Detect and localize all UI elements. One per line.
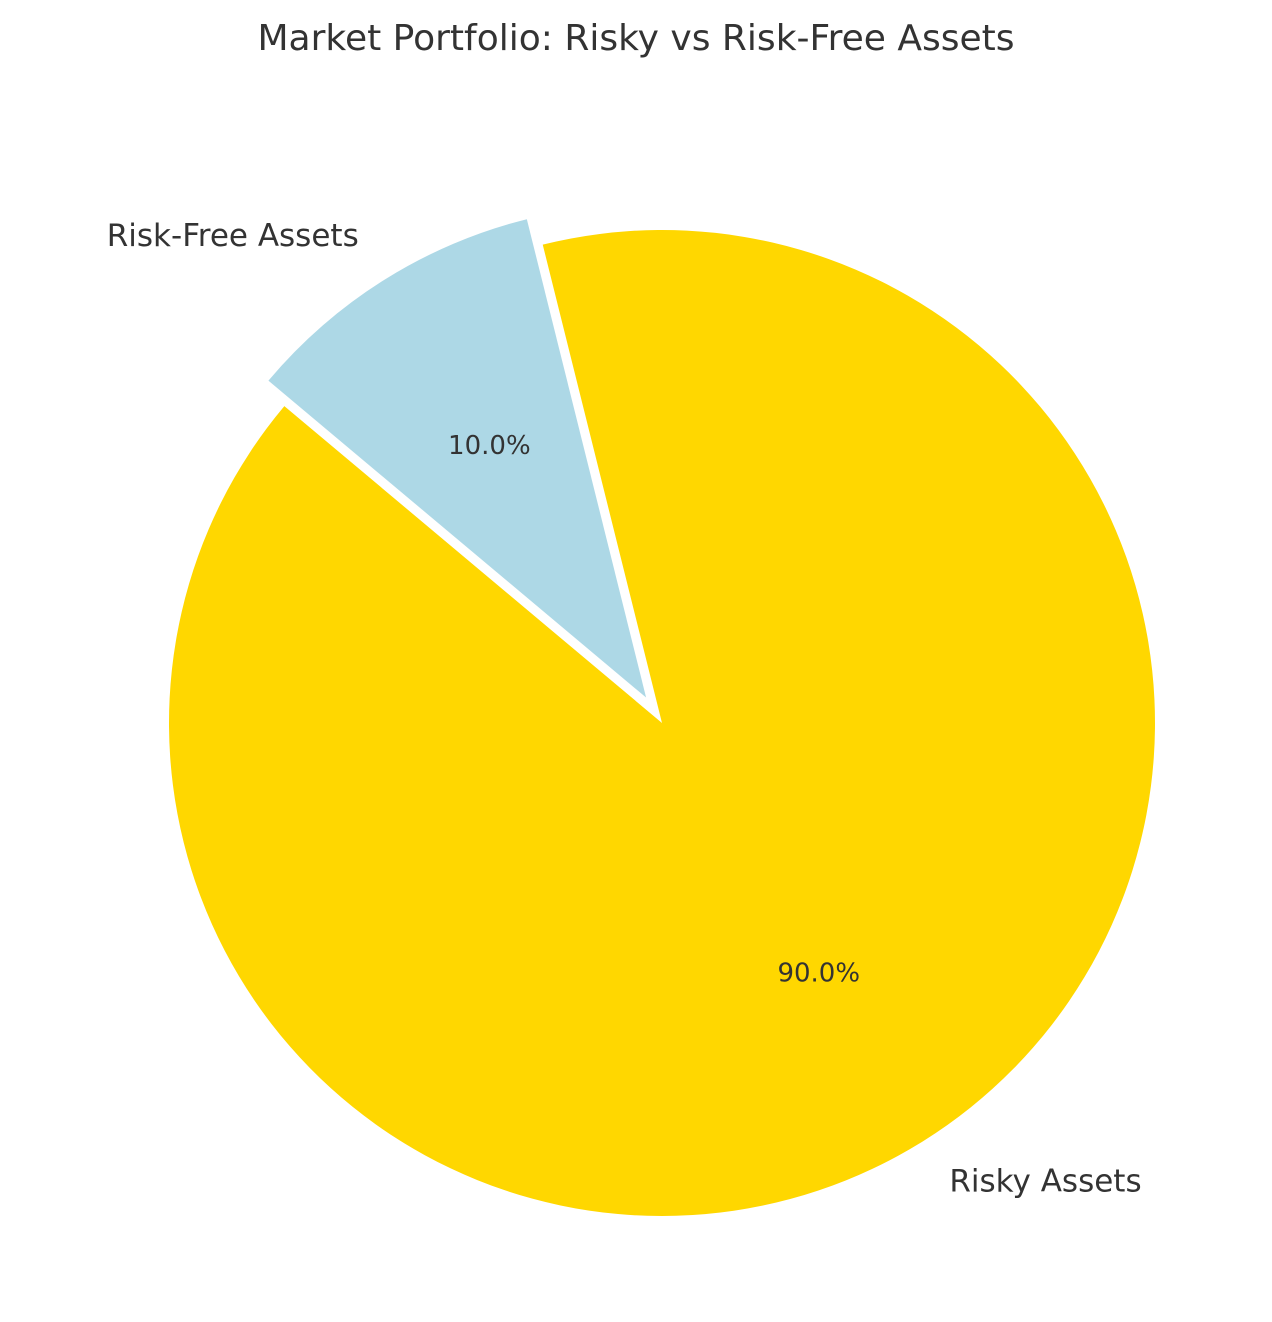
pie-slice-risk-free-assets bbox=[268, 219, 647, 698]
pie-slices bbox=[169, 219, 1156, 1216]
chart-title: Market Portfolio: Risky vs Risk-Free Ass… bbox=[257, 18, 1014, 59]
pie-labels: Risky Assets 90.0% Risk-Free Assets 10.0% bbox=[107, 218, 1142, 1199]
slice-percent-risky-assets: 90.0% bbox=[777, 958, 860, 988]
pie-slice-risky-assets bbox=[169, 229, 1156, 1216]
slice-percent-risk-free-assets: 10.0% bbox=[448, 431, 531, 461]
slice-label-risky-assets: Risky Assets bbox=[949, 1163, 1141, 1199]
slice-label-risk-free-assets: Risk-Free Assets bbox=[107, 218, 359, 254]
